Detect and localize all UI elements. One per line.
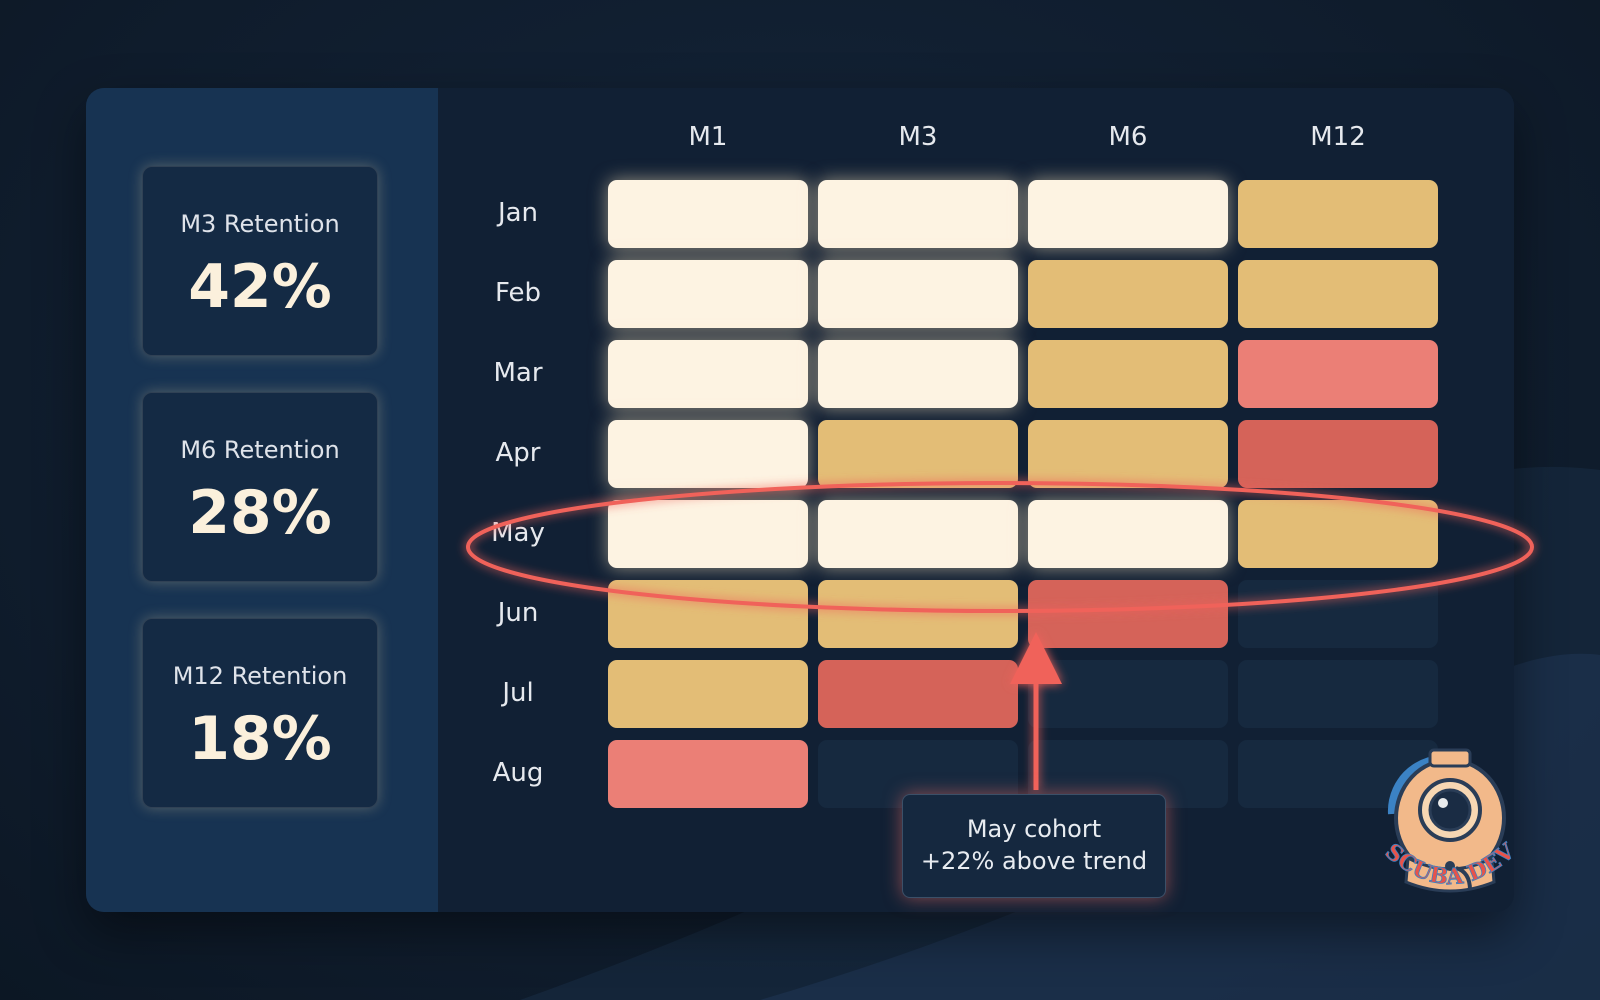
diving-helmet-icon (1387, 748, 1506, 893)
heatmap-cell-jan-m6 (1028, 180, 1228, 248)
heatmap-cell-jul-m6 (1028, 660, 1228, 728)
row-header-feb: Feb (494, 278, 542, 308)
annotation-line-2: +22% above trend (920, 847, 1148, 875)
row-header-aug: Aug (492, 758, 544, 788)
row-header-jun: Jun (497, 598, 539, 628)
annotation-line-1: May cohort (966, 815, 1102, 843)
heatmap-cell-jan-m12 (1238, 180, 1438, 248)
heatmap-cell-mar-m12 (1238, 340, 1438, 408)
row-header-jul: Jul (502, 678, 534, 708)
kpi-card-m12: M12 Retention 18% (142, 618, 378, 808)
column-header-m3: M3 (898, 122, 938, 152)
heatmap-cell-feb-m12 (1238, 260, 1438, 328)
heatmap-cell-may-m3 (818, 500, 1018, 568)
heatmap-cell-jun-m12 (1238, 580, 1438, 648)
kpi-label: M3 Retention (180, 210, 340, 238)
heatmap-cell-feb-m6 (1028, 260, 1228, 328)
heatmap-cell-feb-m3 (818, 260, 1018, 328)
heatmap-cell-jun-m3 (818, 580, 1018, 648)
heatmap-cell-apr-m1 (608, 420, 808, 488)
column-header-m1: M1 (688, 122, 728, 152)
cohort-heatmap: M1 M3 M6 M12 Jan Feb Mar Apr May Jun Jul Aug (438, 88, 1514, 912)
row-header-jan: Jan (497, 198, 539, 228)
row-header-apr: Apr (495, 438, 541, 468)
heatmap-cell-jul-m3 (818, 660, 1018, 728)
kpi-value: 28% (188, 478, 332, 548)
kpi-label: M6 Retention (180, 436, 340, 464)
heatmap-cell-mar-m3 (818, 340, 1018, 408)
heatmap-cell-mar-m6 (1028, 340, 1228, 408)
kpi-card-m3: M3 Retention 42% (142, 166, 378, 356)
heatmap-cell-jun-m1 (608, 580, 808, 648)
heatmap-cell-aug-m1 (608, 740, 808, 808)
dashboard-panel: M3 Retention 42% M6 Retention 28% M12 Re… (86, 88, 1514, 912)
heatmap-cell-jun-m6 (1028, 580, 1228, 648)
heatmap-cell-may-m6 (1028, 500, 1228, 568)
heatmap-cell-jan-m3 (818, 180, 1018, 248)
column-header-m6: M6 (1108, 122, 1148, 152)
heatmap-cell-jan-m1 (608, 180, 808, 248)
scuba-dev-logo: SCUBA DEV (1380, 748, 1521, 893)
row-header-mar: Mar (493, 358, 543, 388)
column-header-m12: M12 (1310, 122, 1366, 152)
kpi-card-m6: M6 Retention 28% (142, 392, 378, 582)
kpi-value: 42% (188, 252, 332, 322)
heatmap-cell-jul-m1 (608, 660, 808, 728)
heatmap-cell-may-m1 (608, 500, 808, 568)
heatmap-cell-apr-m3 (818, 420, 1018, 488)
kpi-label: M12 Retention (172, 662, 348, 690)
heatmap-cell-jul-m12 (1238, 660, 1438, 728)
kpi-value: 18% (188, 704, 332, 774)
heatmap-cell-apr-m6 (1028, 420, 1228, 488)
row-header-may: May (491, 518, 545, 548)
heatmap-cell-may-m12 (1238, 500, 1438, 568)
kpi-sidebar: M3 Retention 42% M6 Retention 28% M12 Re… (86, 88, 438, 912)
heatmap-cell-feb-m1 (608, 260, 808, 328)
heatmap-cell-mar-m1 (608, 340, 808, 408)
heatmap-cell-apr-m12 (1238, 420, 1438, 488)
annotation-callout: May cohort +22% above trend (902, 794, 1166, 898)
